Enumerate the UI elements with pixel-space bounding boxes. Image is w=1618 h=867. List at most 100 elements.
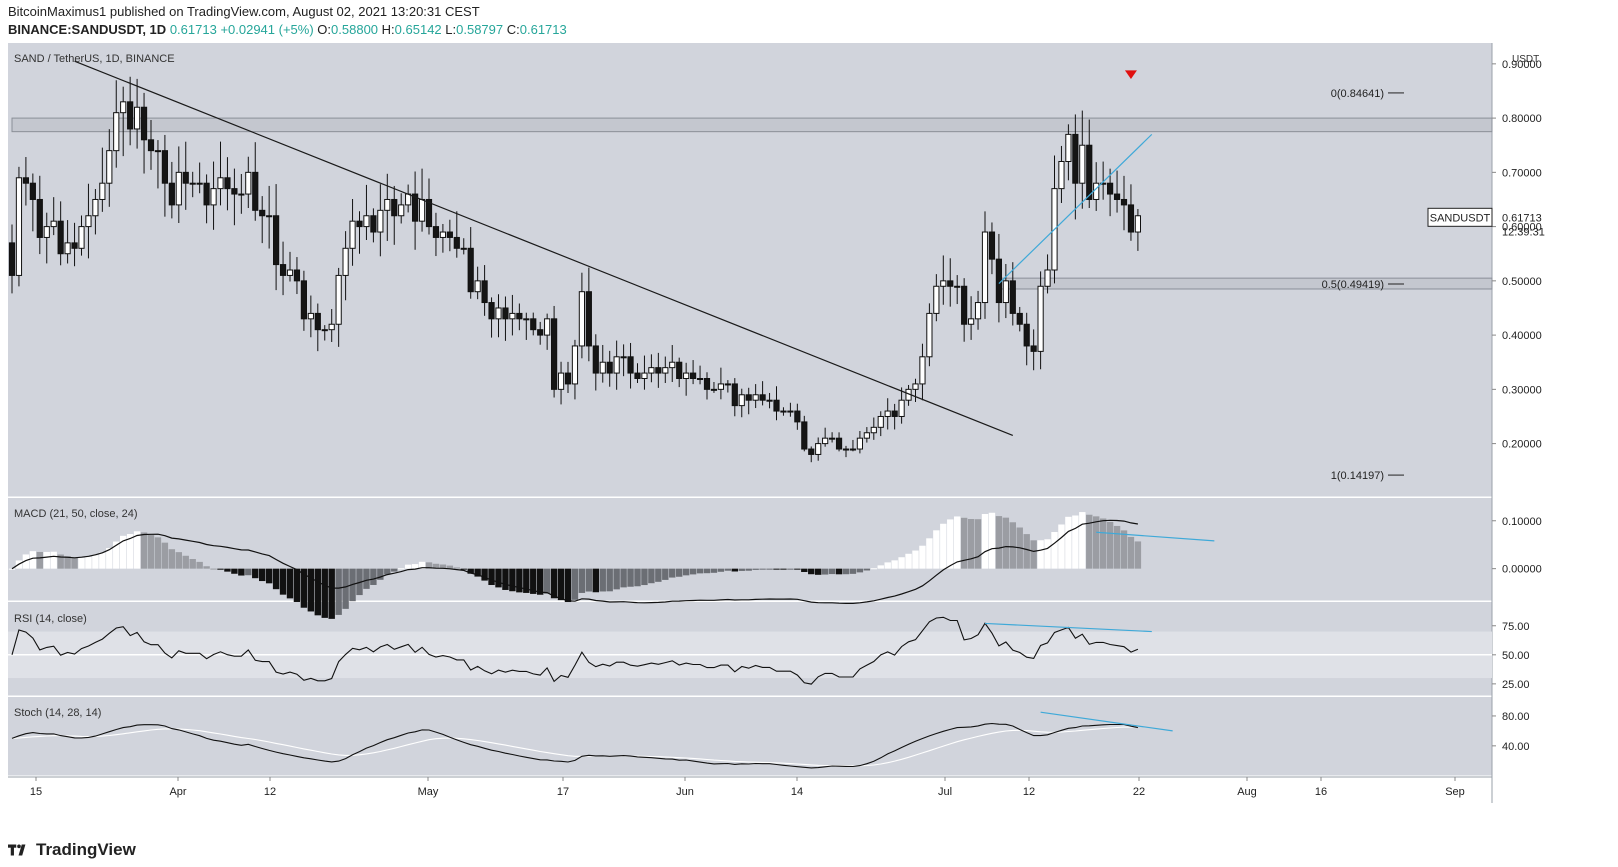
candle-body: [564, 372, 572, 385]
macd-histogram-bar: [682, 568, 690, 576]
candle-body: [599, 361, 606, 374]
macd-histogram-bar: [1023, 534, 1030, 569]
support-zone: [998, 277, 1493, 290]
candle-body: [592, 345, 599, 374]
macd-histogram-bar: [787, 568, 794, 570]
candle-body: [293, 269, 301, 282]
candle-body: [349, 220, 356, 249]
price-chart-title: SAND / TetherUS, 1D, BINANCE: [14, 53, 175, 65]
macd-histogram-bar: [724, 568, 732, 571]
macd-histogram-bar: [1037, 540, 1044, 569]
pane-bg-0: [8, 43, 1492, 497]
macd-histogram-bar: [967, 519, 975, 569]
macd-histogram-bar: [530, 568, 537, 594]
macd-histogram-bar: [259, 568, 266, 582]
low-value: 0.58797: [456, 22, 504, 37]
candle-body: [620, 356, 627, 359]
candle-body: [439, 231, 446, 238]
macd-histogram-bar: [203, 566, 210, 569]
macd-histogram-bar: [154, 537, 162, 569]
candle-body: [57, 220, 64, 255]
candle-body: [773, 399, 780, 412]
candle-body: [856, 437, 863, 450]
macd-histogram-bar: [662, 568, 669, 580]
candle-body: [829, 437, 836, 440]
macd-histogram-bar: [808, 568, 815, 575]
price-tick-label: 0.30000: [1502, 384, 1542, 396]
macd-histogram-bar: [912, 550, 919, 569]
candle-body: [182, 171, 189, 184]
time-tick-label: Aug: [1237, 786, 1257, 798]
time-tick-label: 22: [1133, 786, 1145, 798]
candle-body: [842, 448, 850, 451]
macd-histogram-bar: [703, 568, 711, 574]
candle-body: [196, 182, 203, 185]
macd-histogram-bar: [370, 568, 377, 585]
macd-histogram-bar: [300, 568, 308, 608]
candle-body: [530, 318, 537, 331]
candle-body: [641, 372, 648, 380]
macd-histogram-bar: [780, 568, 787, 570]
macd-histogram-bar: [404, 564, 412, 569]
macd-histogram-bar: [745, 568, 752, 571]
candle-body: [43, 226, 50, 238]
macd-histogram-bar: [50, 551, 57, 569]
candle-body: [231, 188, 238, 195]
candle-body: [940, 280, 947, 287]
candle-body: [140, 106, 148, 141]
candle-body: [1009, 280, 1016, 314]
macd-histogram-bar: [22, 554, 30, 569]
macd-histogram-bar: [995, 516, 1003, 569]
candle-body: [217, 177, 224, 190]
stoch-tick-label: 80.00: [1502, 711, 1530, 723]
candle-body: [544, 318, 551, 336]
macd-histogram-bar: [974, 519, 982, 569]
macd-histogram-bar: [265, 568, 273, 584]
symbol-label: BINANCE:SANDUSDT, 1D: [8, 22, 167, 37]
macd-histogram-bar: [126, 534, 134, 569]
candle-body: [731, 383, 738, 407]
top-marker-icon: [1124, 70, 1137, 80]
candle-body: [669, 361, 676, 369]
candle-body: [106, 150, 113, 184]
symbol-tag-name: SANDUSDT: [1430, 212, 1491, 224]
time-tick-label: 15: [30, 786, 42, 798]
macd-histogram-bar: [947, 519, 954, 569]
candle-body: [481, 280, 488, 304]
macd-histogram-bar: [161, 542, 169, 569]
macd-histogram-bar: [940, 523, 947, 569]
macd-histogram-bar: [648, 568, 655, 584]
macd-histogram-bar: [252, 568, 259, 579]
candle-body: [710, 388, 718, 391]
candle-body: [1058, 161, 1065, 190]
macd-histogram-bar: [1106, 521, 1114, 569]
stoch-tick-label: 40.00: [1502, 741, 1530, 753]
candle-body: [863, 432, 870, 439]
macd-histogram-bar: [1009, 522, 1016, 569]
macd-histogram-bar: [418, 561, 426, 569]
macd-tick-label: 0.10000: [1502, 516, 1542, 528]
candle-body: [766, 399, 773, 402]
candle-body: [835, 437, 843, 450]
macd-title: MACD (21, 50, close, 24): [14, 508, 138, 520]
rsi-divergence-line: [984, 622, 1152, 633]
candle-body: [1127, 204, 1135, 233]
macd-histogram-bar: [669, 568, 676, 578]
candle-body: [1079, 144, 1086, 184]
macd-histogram-bar: [641, 568, 648, 586]
macd-histogram-bar: [988, 512, 996, 569]
macd-histogram-bar: [905, 553, 912, 569]
candle-body: [495, 307, 502, 320]
candle-body: [432, 226, 440, 238]
macd-histogram-bar: [231, 568, 238, 574]
candle-body: [703, 378, 711, 390]
candle-body: [738, 394, 745, 407]
candle-body: [8, 242, 16, 276]
candle-body: [1113, 193, 1121, 200]
high-label: H:: [381, 22, 395, 37]
candle-body: [516, 312, 523, 320]
macd-histogram-bar: [238, 568, 245, 576]
macd-histogram-bar: [877, 565, 884, 569]
macd-histogram-bar: [502, 568, 509, 590]
